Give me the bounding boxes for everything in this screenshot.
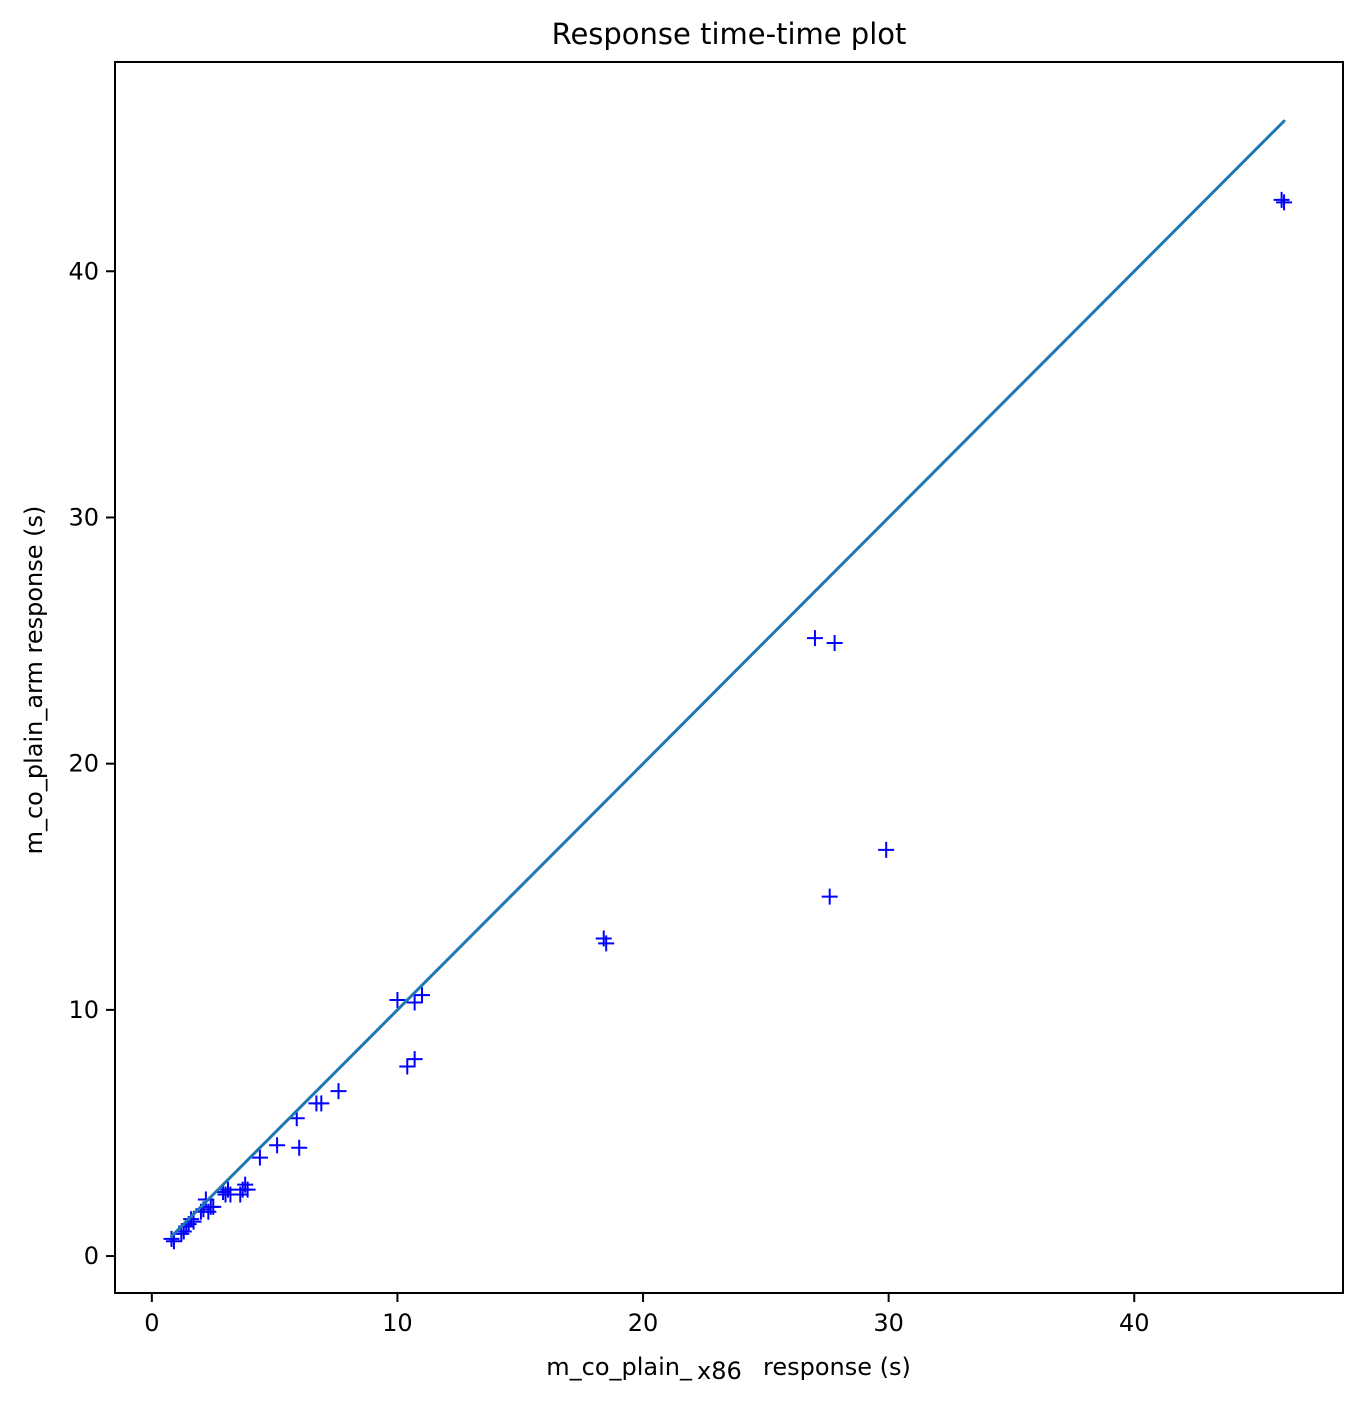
- data-point: [313, 1095, 330, 1112]
- data-point: [239, 1181, 256, 1198]
- x-tick-label: 10: [382, 1309, 413, 1337]
- data-point: [330, 1083, 347, 1100]
- x-axis-label: m_co_plain_: [546, 1353, 693, 1381]
- y-axis-label: m_co_plain_arm response (s): [20, 506, 48, 855]
- data-point: [163, 1230, 180, 1247]
- data-point: [878, 841, 895, 858]
- data-point: [406, 1051, 423, 1068]
- x-axis-label-unit: response (s): [763, 1353, 911, 1381]
- x-tick-label: 40: [1119, 1309, 1150, 1337]
- data-point: [251, 1149, 268, 1166]
- y-tick-label: 10: [68, 996, 99, 1024]
- x-tick-label: 20: [628, 1309, 659, 1337]
- y-tick-label: 30: [68, 503, 99, 531]
- plot-data: [163, 119, 1293, 1250]
- chart-title: Response time-time plot: [552, 17, 907, 51]
- data-point: [205, 1198, 222, 1215]
- x-axis-label-suffix: x86: [697, 1357, 742, 1385]
- x-tick-label: 30: [873, 1309, 904, 1337]
- data-point: [598, 935, 615, 952]
- plot-frame: [114, 61, 1344, 1294]
- reference-line: [169, 119, 1286, 1238]
- data-point: [406, 994, 423, 1011]
- y-tick-label: 40: [68, 257, 99, 285]
- y-tick-label: 0: [84, 1242, 99, 1270]
- data-point: [183, 1211, 200, 1228]
- x-tick-label: 0: [144, 1309, 159, 1337]
- data-point: [291, 1139, 308, 1156]
- data-point: [389, 992, 406, 1009]
- data-point: [826, 635, 843, 652]
- data-point: [269, 1137, 286, 1154]
- data-point: [1276, 194, 1293, 211]
- data-point: [821, 888, 838, 905]
- data-point: [1273, 191, 1290, 208]
- data-point: [414, 987, 430, 1004]
- axis-ticks: 0 10 20 30 40 0 10 20 30 40: [68, 257, 1149, 1337]
- data-point: [399, 1058, 416, 1075]
- y-tick-label: 20: [68, 750, 99, 778]
- data-point: [806, 630, 823, 647]
